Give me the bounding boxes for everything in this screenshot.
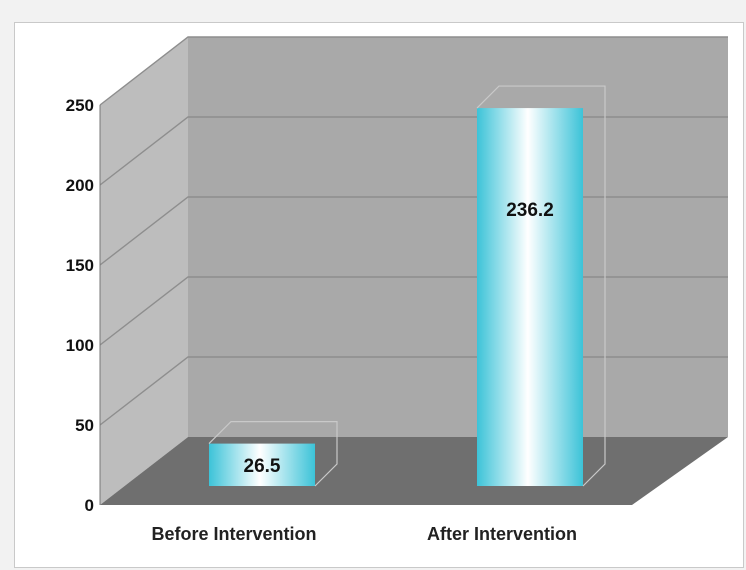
- bar-data-label: 26.5: [244, 456, 281, 477]
- chart-back-wall: [188, 37, 728, 437]
- bar: [477, 108, 583, 486]
- y-tick-label: 250: [66, 96, 94, 115]
- x-category-label: After Intervention: [427, 524, 577, 544]
- bar-3d-edge: [476, 85, 606, 487]
- chart-floor: [100, 437, 728, 505]
- y-tick-label: 100: [66, 336, 94, 355]
- x-axis-categories: Before Intervention After Intervention: [151, 524, 577, 544]
- bars: [208, 85, 606, 487]
- y-axis-ticks: 0 50 100 150 200 250: [66, 96, 94, 515]
- y-tick-label: 0: [85, 496, 94, 515]
- data-labels: 26.5 236.2: [244, 200, 554, 477]
- bar-data-label: 236.2: [506, 200, 554, 221]
- chart-side-wall: [100, 37, 188, 505]
- y-tick-label: 200: [66, 176, 94, 195]
- y-tick-label: 50: [75, 416, 94, 435]
- bar-3d-edge: [208, 421, 338, 487]
- bar: [209, 443, 315, 486]
- grid-line: [99, 36, 728, 106]
- y-tick-label: 150: [66, 256, 94, 275]
- x-category-label: Before Intervention: [151, 524, 316, 544]
